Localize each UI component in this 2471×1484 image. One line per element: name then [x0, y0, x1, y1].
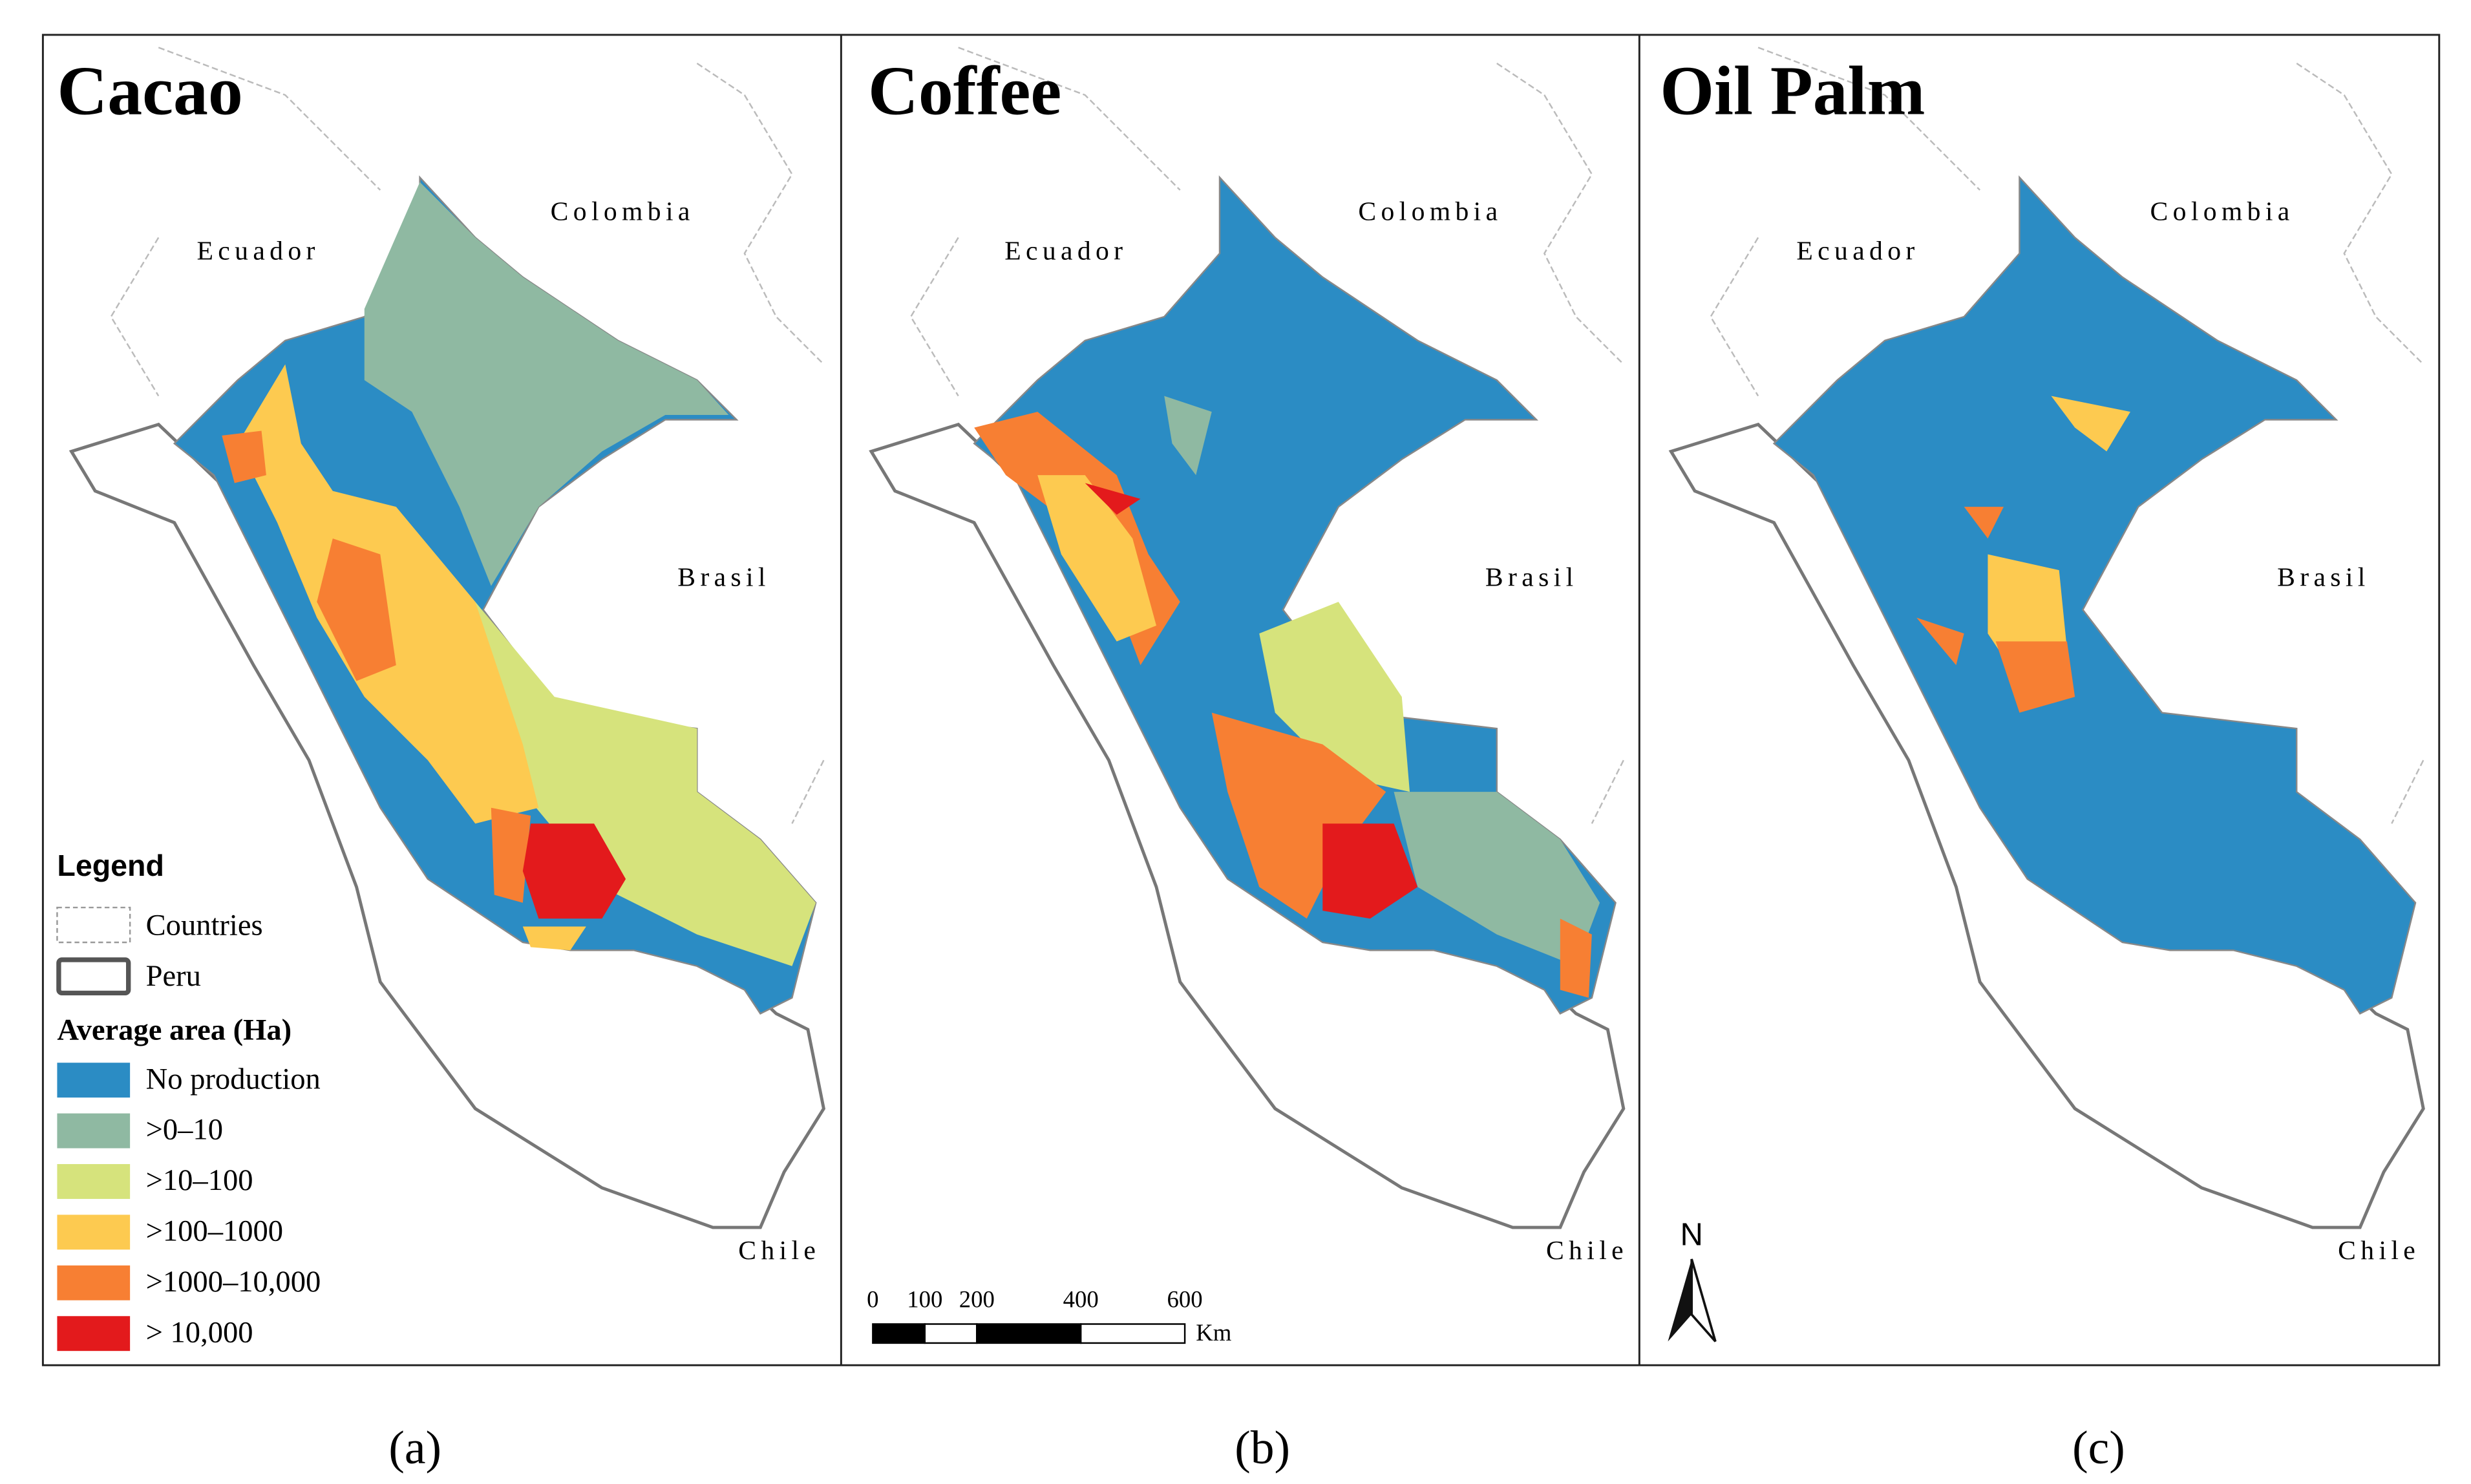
country-label: Brasil — [677, 562, 770, 592]
legend-swatch — [57, 1265, 131, 1300]
country-label: Chile — [738, 1236, 820, 1266]
region — [1916, 617, 1964, 666]
frame — [41, 34, 2441, 1366]
legend-label: >100–1000 — [146, 1215, 283, 1248]
region — [1259, 602, 1410, 792]
legend-label: >10–100 — [146, 1164, 253, 1197]
legend-title: Legend — [57, 849, 164, 882]
scale-segment — [872, 1323, 926, 1344]
legend-swatch — [57, 1063, 131, 1098]
coastal-zone — [869, 422, 1626, 1229]
country-label: Brasil — [2277, 562, 2370, 592]
map: Colombia Ecuador Brasil Chile — [869, 47, 1628, 1266]
region — [412, 602, 816, 966]
region — [1995, 641, 2075, 713]
region — [2051, 396, 2130, 452]
scale-tick-label: 0 — [867, 1286, 878, 1313]
legend-swatch — [57, 1113, 131, 1149]
legend-label: No production — [146, 1063, 321, 1096]
caption: (c) — [2072, 1421, 2125, 1474]
legend-swatch — [57, 1316, 131, 1352]
country-label: Brasil — [1485, 562, 1578, 592]
region — [1322, 823, 1418, 919]
map: Colombia Ecuador Brasil Chile — [69, 47, 825, 1266]
legend-label: >0–10 — [146, 1114, 223, 1147]
region — [317, 538, 396, 681]
caption: (a) — [388, 1421, 441, 1474]
neighbor-border — [110, 47, 825, 824]
legend: Legend Countries Peru Average area (Ha) … — [56, 849, 321, 1352]
legend-swatch — [56, 906, 131, 944]
country-label: Chile — [1546, 1236, 1628, 1266]
region — [1394, 792, 1600, 966]
neighbor-border — [1710, 47, 2424, 824]
scale-tick-label: 200 — [959, 1286, 995, 1313]
region — [1964, 507, 2004, 539]
region — [522, 823, 626, 919]
scale-tick-label: 100 — [907, 1286, 942, 1313]
north-label: N — [1681, 1218, 1703, 1253]
scale-tick-label: 400 — [1063, 1286, 1099, 1313]
arrow — [1668, 1259, 1692, 1342]
scale-bar: 0 100 200 400 600 Km — [867, 1286, 1232, 1346]
map-panel: Colombia Ecuador Brasil Chile Oil Palm — [1660, 47, 2425, 1266]
legend-item: Countries — [146, 909, 263, 942]
caption: (b) — [1235, 1421, 1290, 1474]
legend-label: > 10,000 — [146, 1316, 253, 1349]
region — [1211, 712, 1386, 919]
arrow — [1690, 1258, 1717, 1342]
scale-segment — [976, 1323, 1082, 1344]
legend-label: >1000–10,000 — [146, 1266, 321, 1298]
legend-subtitle: Average area (Ha) — [57, 1013, 292, 1046]
peru — [1772, 175, 2417, 1015]
coastal-zone — [1668, 422, 2425, 1229]
region — [491, 807, 531, 903]
panel-title: Oil Palm — [1660, 53, 1925, 130]
region — [522, 926, 586, 951]
country-label: Ecuador — [1004, 237, 1127, 266]
map-panel: Colombia Ecuador Brasil Chile Coffee — [868, 47, 1628, 1266]
region — [237, 364, 539, 824]
scale-unit: Km — [1196, 1319, 1232, 1346]
region — [1164, 396, 1212, 476]
map: Colombia Ecuador Brasil Chile — [1668, 47, 2425, 1266]
region — [1085, 483, 1141, 515]
legend-swatch — [56, 957, 131, 996]
country-label: Colombia — [1358, 196, 1502, 226]
country-label: Ecuador — [1796, 237, 1919, 266]
region — [364, 182, 729, 586]
country-label: Colombia — [2150, 196, 2295, 226]
scale-segment — [924, 1323, 978, 1344]
neighbor-border — [909, 47, 1624, 824]
scale-segment — [1079, 1323, 1186, 1344]
legend-swatch — [57, 1214, 131, 1250]
region — [1560, 918, 1592, 998]
country-label: Colombia — [551, 196, 695, 226]
north-arrow: N — [1668, 1218, 1717, 1342]
coastal-zone — [69, 422, 825, 1229]
legend-item: Peru — [146, 960, 201, 993]
region — [1037, 475, 1156, 642]
scale-tick-label: 600 — [1167, 1286, 1203, 1313]
legend-swatch — [57, 1164, 131, 1199]
panel-title: Cacao — [57, 53, 242, 130]
country-label: Chile — [2338, 1236, 2420, 1266]
region — [222, 430, 266, 483]
map-panel: Colombia Ecuador Brasil Chile Cacao — [57, 47, 825, 1266]
panel-title: Coffee — [868, 53, 1061, 130]
country-label: Ecuador — [197, 237, 320, 266]
